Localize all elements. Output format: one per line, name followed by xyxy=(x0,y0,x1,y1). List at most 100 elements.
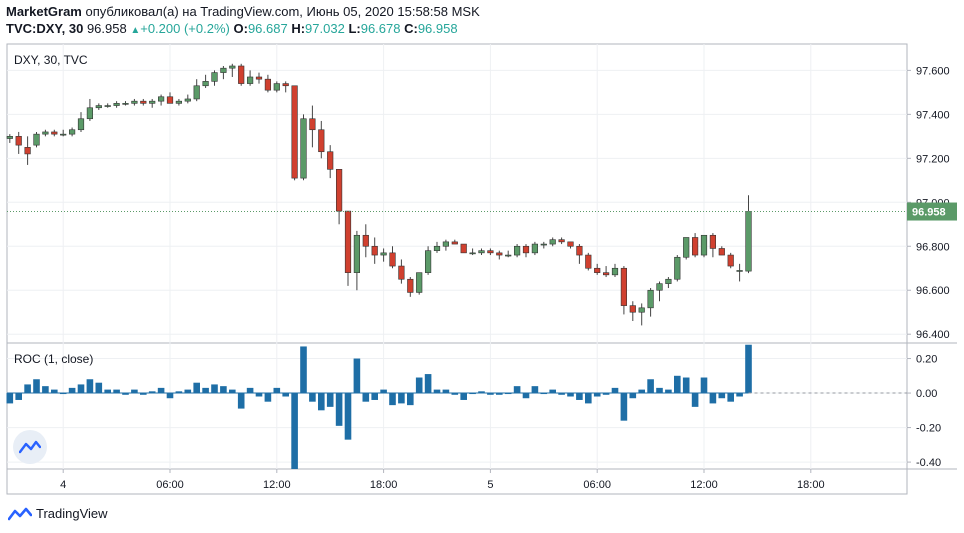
roc-bar[interactable] xyxy=(442,389,450,394)
roc-bar[interactable] xyxy=(33,379,40,394)
candle-body[interactable] xyxy=(389,252,396,267)
candle-body[interactable] xyxy=(122,103,129,105)
roc-bar[interactable] xyxy=(727,393,734,402)
candle-body[interactable] xyxy=(362,234,369,247)
roc-bar[interactable] xyxy=(229,389,236,394)
candle-body[interactable] xyxy=(193,85,200,100)
roc-bar[interactable] xyxy=(24,384,31,394)
candle-body[interactable] xyxy=(611,267,619,276)
candle-body[interactable] xyxy=(487,250,494,254)
candle-body[interactable] xyxy=(691,237,699,256)
candle-body[interactable] xyxy=(416,272,423,293)
roc-bar[interactable] xyxy=(122,393,129,395)
roc-bar[interactable] xyxy=(68,387,76,394)
candle-body[interactable] xyxy=(327,151,334,170)
roc-bar[interactable] xyxy=(567,393,574,397)
candle-body[interactable] xyxy=(264,78,272,91)
candle-body[interactable] xyxy=(656,283,663,291)
roc-bar[interactable] xyxy=(415,377,423,394)
candle-body[interactable] xyxy=(718,248,725,256)
publisher-name[interactable]: MarketGram xyxy=(6,4,82,19)
roc-bar[interactable] xyxy=(255,393,263,397)
candle-body[interactable] xyxy=(549,239,556,245)
roc-bar[interactable] xyxy=(682,377,690,394)
roc-bar[interactable] xyxy=(220,386,227,394)
roc-bar[interactable] xyxy=(291,393,298,469)
candle-body[interactable] xyxy=(229,65,236,69)
candle-body[interactable] xyxy=(460,243,467,254)
candle-body[interactable] xyxy=(665,278,672,284)
roc-bar[interactable] xyxy=(620,393,628,421)
candle-body[interactable] xyxy=(736,270,743,272)
roc-bar[interactable] xyxy=(15,393,22,400)
roc-bar[interactable] xyxy=(407,393,414,406)
roc-bar[interactable] xyxy=(691,393,699,407)
candle-body[interactable] xyxy=(709,234,716,249)
roc-bar[interactable] xyxy=(148,391,156,394)
roc-bar[interactable] xyxy=(398,393,405,404)
roc-bar[interactable] xyxy=(638,389,645,394)
candle-body[interactable] xyxy=(424,250,432,273)
roc-bar[interactable] xyxy=(602,393,610,395)
candle-body[interactable] xyxy=(451,241,458,245)
candle-body[interactable] xyxy=(620,267,627,306)
candle-body[interactable] xyxy=(371,245,378,256)
candle-body[interactable] xyxy=(433,245,441,251)
roc-bar[interactable] xyxy=(175,391,183,394)
roc-bar[interactable] xyxy=(326,393,334,407)
candle-body[interactable] xyxy=(380,252,387,256)
candle-body[interactable] xyxy=(567,241,574,247)
candle-body[interactable] xyxy=(745,211,752,272)
candle-body[interactable] xyxy=(291,85,298,179)
candle-body[interactable] xyxy=(202,81,209,87)
roc-bar[interactable] xyxy=(576,393,583,400)
roc-bar[interactable] xyxy=(86,379,94,394)
roc-bar[interactable] xyxy=(389,393,396,406)
candle-body[interactable] xyxy=(700,234,708,256)
candle-body[interactable] xyxy=(344,210,352,273)
roc-bar[interactable] xyxy=(558,393,565,395)
roc-bar[interactable] xyxy=(718,393,726,399)
candle-body[interactable] xyxy=(522,245,530,254)
candle-body[interactable] xyxy=(513,245,521,256)
candle-body[interactable] xyxy=(24,147,31,155)
candle-body[interactable] xyxy=(238,65,245,84)
roc-bar[interactable] xyxy=(166,393,174,399)
roc-bar[interactable] xyxy=(193,382,200,394)
candle-body[interactable] xyxy=(318,129,325,153)
candle-body[interactable] xyxy=(211,72,218,82)
roc-bar[interactable] xyxy=(104,389,111,394)
candle-body[interactable] xyxy=(184,98,191,102)
roc-bar[interactable] xyxy=(700,377,708,394)
roc-bar[interactable] xyxy=(51,389,58,394)
candle-body[interactable] xyxy=(300,118,307,179)
roc-bar[interactable] xyxy=(496,393,503,395)
roc-bar[interactable] xyxy=(309,393,316,402)
roc-bar[interactable] xyxy=(318,393,325,411)
roc-bar[interactable] xyxy=(131,389,138,394)
candle-body[interactable] xyxy=(113,103,120,106)
candle-body[interactable] xyxy=(60,133,67,136)
roc-bar[interactable] xyxy=(371,393,378,400)
roc-bar[interactable] xyxy=(629,393,637,399)
roc-bar[interactable] xyxy=(335,393,343,426)
candle-body[interactable] xyxy=(77,118,85,131)
roc-bar[interactable] xyxy=(585,393,592,404)
roc-bar[interactable] xyxy=(282,393,289,397)
roc-bar[interactable] xyxy=(77,384,85,394)
footer-brand[interactable]: TradingView xyxy=(8,506,108,521)
candle-body[interactable] xyxy=(540,243,547,246)
candle-body[interactable] xyxy=(247,76,254,84)
candle-body[interactable] xyxy=(531,243,538,254)
roc-bar[interactable] xyxy=(300,346,307,394)
roc-bar[interactable] xyxy=(380,389,387,394)
roc-bar[interactable] xyxy=(113,389,120,394)
candle-body[interactable] xyxy=(647,289,654,309)
candle-body[interactable] xyxy=(478,250,485,254)
candle-body[interactable] xyxy=(335,169,343,212)
roc-bar[interactable] xyxy=(211,384,218,394)
roc-bar[interactable] xyxy=(611,387,619,394)
candle-body[interactable] xyxy=(51,131,58,135)
candle-body[interactable] xyxy=(683,237,690,258)
roc-bar[interactable] xyxy=(6,393,14,404)
